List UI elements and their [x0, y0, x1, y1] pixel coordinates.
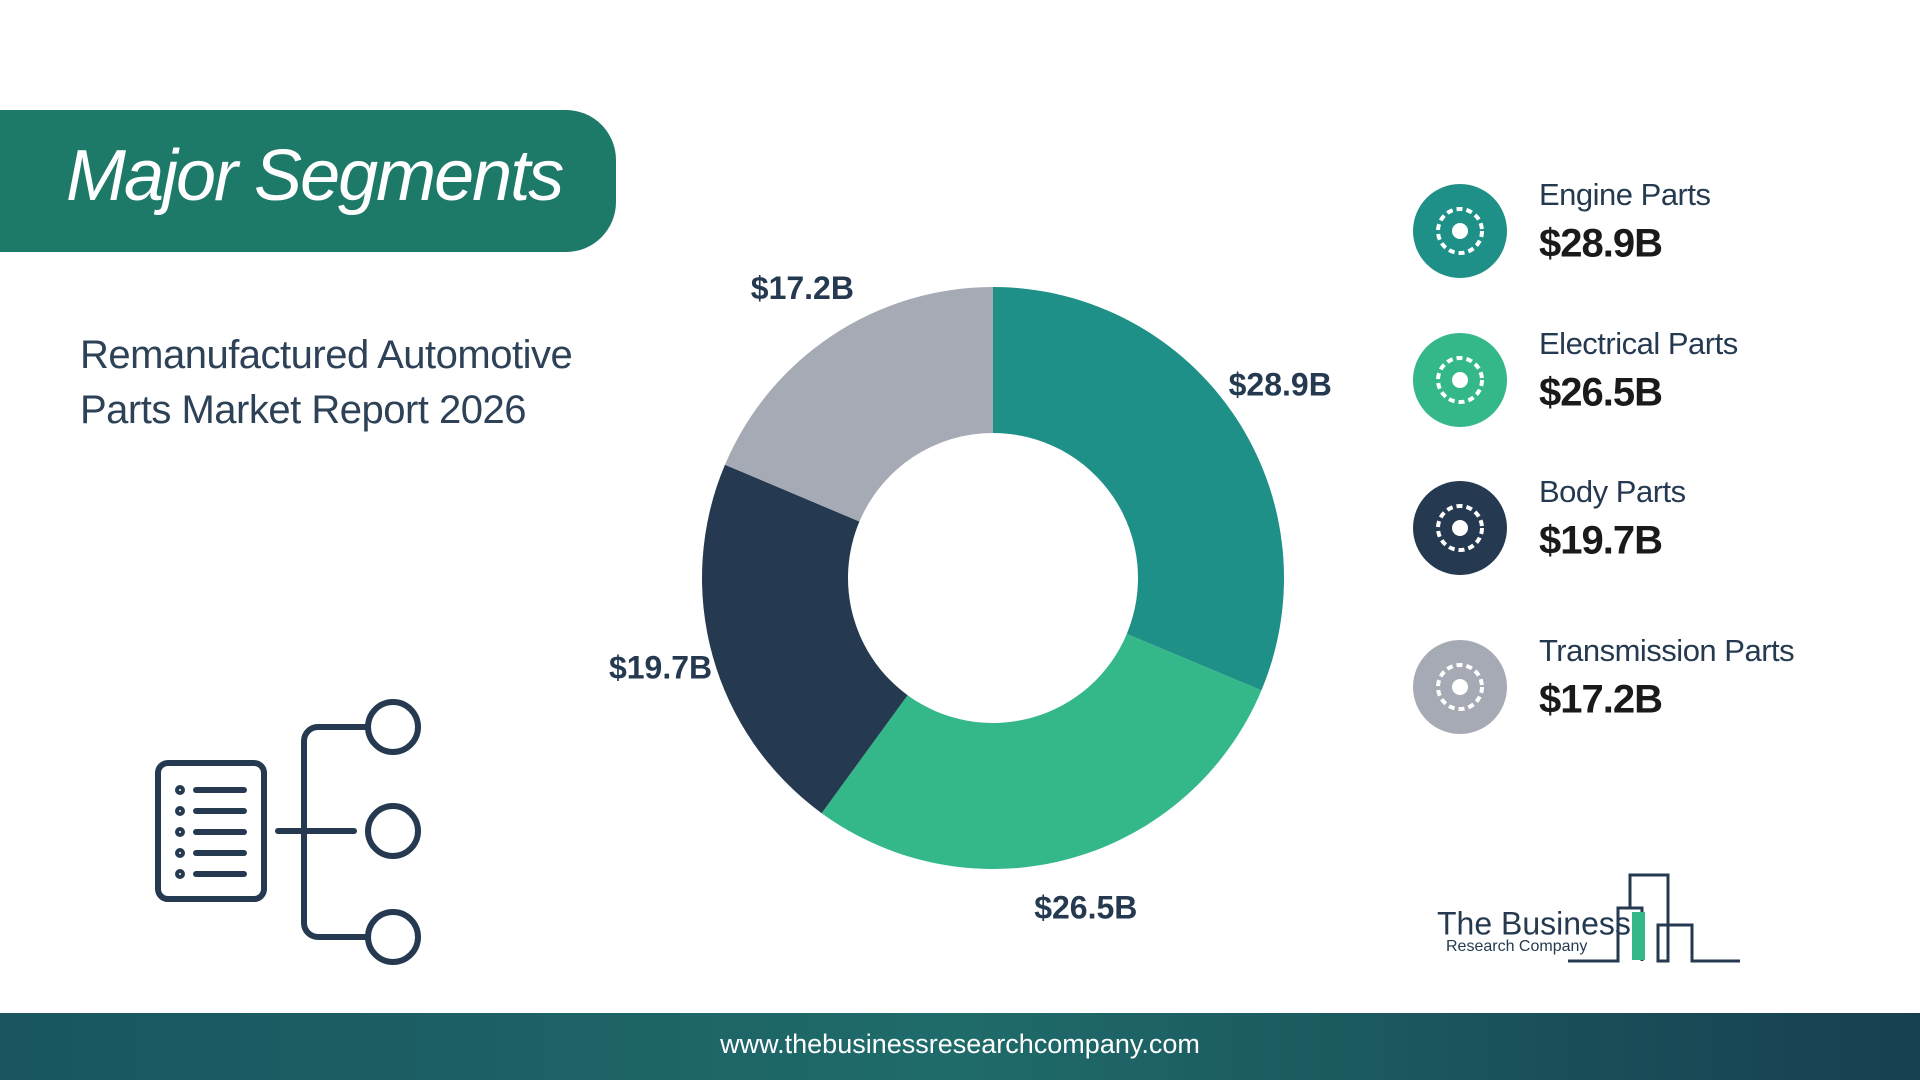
legend-icon-glyph — [1452, 372, 1468, 388]
logo-name: The Business — [1437, 905, 1631, 941]
footer-url[interactable]: www.thebusinessresearchcompany.com — [719, 1029, 1200, 1059]
legend-icon-glyph — [1452, 223, 1468, 239]
donut-slice — [821, 634, 1262, 869]
legend-value: $28.9B — [1539, 222, 1662, 266]
donut-slice — [724, 287, 993, 522]
legend-value: $17.2B — [1539, 678, 1662, 722]
title-banner — [0, 110, 616, 252]
donut-slice — [702, 464, 908, 814]
legend-value: $19.7B — [1539, 519, 1662, 563]
legend-icon-glyph — [1436, 356, 1484, 404]
legend-label: Body Parts — [1539, 474, 1686, 509]
logo: The Business Research Company — [1437, 873, 1740, 963]
slice-label: $17.2B — [751, 270, 854, 306]
chart-title: Major Segments — [66, 136, 563, 216]
segments-icon — [155, 699, 421, 965]
footer-bar — [0, 1013, 1920, 1080]
legend-icon-glyph — [1452, 679, 1468, 695]
legend-icon-glyph — [1436, 663, 1484, 711]
slice-label: $28.9B — [1229, 366, 1332, 402]
slice-label: $19.7B — [609, 650, 712, 686]
legend-label: Engine Parts — [1539, 177, 1711, 212]
legend-icon-glyph — [1452, 520, 1468, 536]
logo-tagline: Research Company — [1446, 938, 1587, 955]
legend-label: Transmission Parts — [1539, 633, 1794, 668]
legend-label: Electrical Parts — [1539, 326, 1738, 361]
donut-slice — [993, 287, 1284, 691]
slice-label: $26.5B — [1034, 890, 1137, 926]
subtitle: Remanufactured Automotive Parts Market R… — [80, 333, 573, 432]
legend-value: $26.5B — [1539, 371, 1662, 415]
legend-icon-glyph — [1436, 207, 1484, 255]
legend-icon-glyph — [1436, 504, 1484, 552]
